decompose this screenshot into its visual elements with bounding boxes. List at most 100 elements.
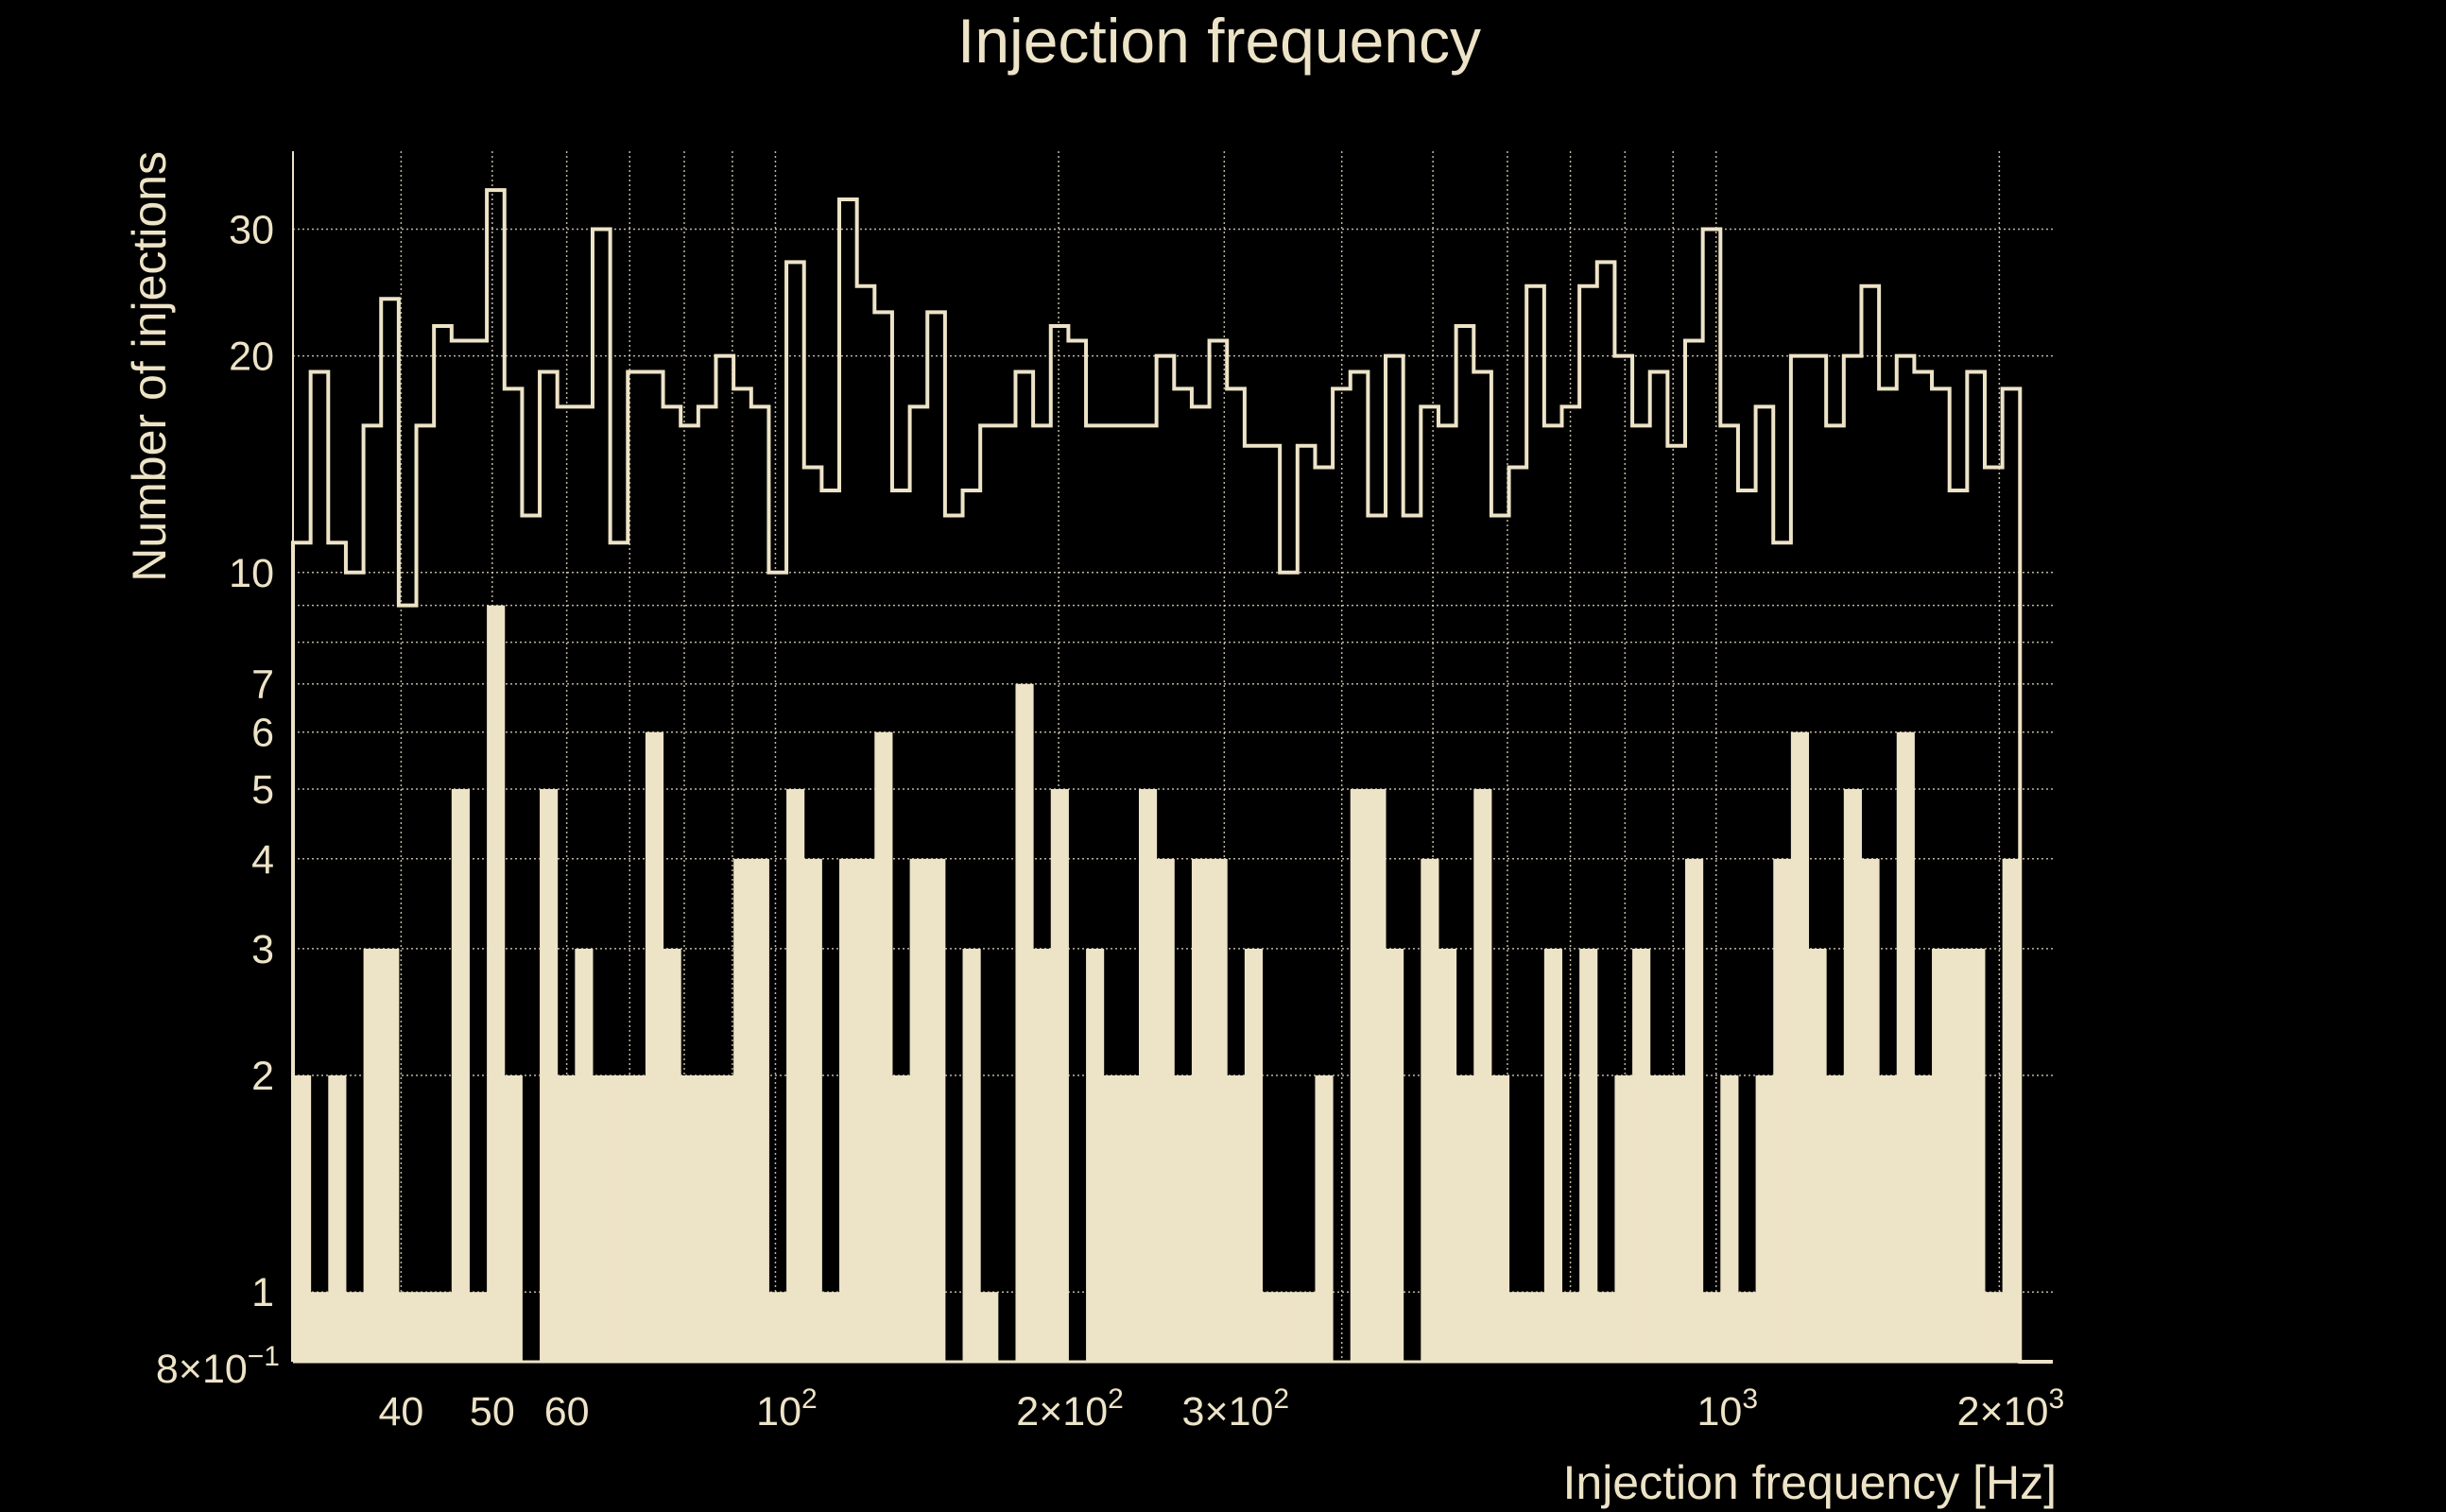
outline-histogram-step-line xyxy=(291,188,2053,1364)
histogram-bar xyxy=(434,1292,453,1362)
histogram-bar xyxy=(1879,1074,1898,1362)
histogram-bar xyxy=(1949,948,1968,1362)
histogram-bar xyxy=(416,1292,435,1362)
tick-label-exponent: 3 xyxy=(1742,1383,1758,1415)
histogram-bar xyxy=(487,605,506,1362)
histogram-bar xyxy=(1720,1074,1739,1362)
histogram-bar xyxy=(1685,858,1704,1362)
histogram-bar xyxy=(1138,788,1158,1362)
x-tick-label: 102 xyxy=(756,1383,818,1435)
x-axis-label: Injection frequency [Hz] xyxy=(1563,1456,2058,1509)
x-tick-label: 3×102 xyxy=(1182,1383,1290,1435)
tick-label-text: 8×10 xyxy=(156,1347,248,1392)
histogram-bar xyxy=(927,858,946,1362)
histogram-bar xyxy=(628,1074,646,1362)
histogram-bar xyxy=(557,1074,576,1362)
tick-label-text: 7 xyxy=(251,662,274,708)
histogram-bar xyxy=(663,948,681,1362)
histogram-bar xyxy=(1280,1292,1299,1362)
histogram-bar xyxy=(1174,1074,1193,1362)
histogram-bar xyxy=(1561,1292,1580,1362)
tick-label-text: 1 xyxy=(251,1270,274,1315)
tick-label-text: 10 xyxy=(756,1389,801,1435)
histogram-bar xyxy=(1473,788,1492,1362)
histogram-bar xyxy=(1826,1074,1845,1362)
x-tick-labels: 40 50 60 102 2×102 3×102 103 2×103 xyxy=(378,1383,2064,1435)
histogram-bar xyxy=(1984,1292,2004,1362)
tick-label-text: 20 xyxy=(229,335,274,380)
histogram-bar xyxy=(962,948,981,1362)
histogram-bar xyxy=(2002,858,2021,1362)
histogram-bar xyxy=(768,1292,787,1362)
x-tick-label: 60 xyxy=(544,1389,590,1435)
histogram-bar xyxy=(1843,788,1862,1362)
histogram-bar xyxy=(1456,1074,1474,1362)
chart-title: Injection frequency xyxy=(957,6,1481,76)
histogram-bar xyxy=(1033,948,1052,1362)
y-tick-label: 3 xyxy=(251,927,274,972)
histogram-bar xyxy=(874,731,893,1362)
tick-label-text: 3 xyxy=(251,927,274,972)
histogram-bar xyxy=(1368,788,1387,1362)
histogram-bar xyxy=(1932,948,1951,1362)
histogram-bar xyxy=(504,1074,523,1362)
histogram-bar xyxy=(715,1074,734,1362)
histogram-bar xyxy=(575,948,594,1362)
histogram-bar xyxy=(1086,948,1105,1362)
tick-label-text: 2 xyxy=(251,1054,274,1099)
histogram-bar xyxy=(381,948,400,1362)
tick-label-text: 4 xyxy=(251,837,274,883)
tick-label-text: 2×10 xyxy=(1016,1389,1108,1435)
tick-label-text: 2×10 xyxy=(1957,1389,2049,1435)
histogram-bar xyxy=(469,1292,488,1362)
tick-label-text: 3×10 xyxy=(1182,1389,1274,1435)
histogram-bar xyxy=(1896,731,1915,1362)
histogram-bar xyxy=(1543,948,1562,1362)
y-tick-label: 20 xyxy=(229,335,274,380)
histogram-bar xyxy=(1227,1074,1246,1362)
histogram-bar xyxy=(345,1292,365,1362)
histogram-bar xyxy=(1438,948,1457,1362)
histogram-bar xyxy=(1579,948,1598,1362)
histogram-bar xyxy=(1914,1074,1933,1362)
histogram-bar xyxy=(1790,731,1810,1362)
histogram-bar xyxy=(680,1074,699,1362)
tick-label-text: 10 xyxy=(1697,1389,1742,1435)
histogram-bar xyxy=(363,948,382,1362)
histogram-bar xyxy=(1156,858,1175,1362)
histogram-bar xyxy=(1015,683,1034,1362)
histogram-bar xyxy=(1702,1292,1721,1362)
x-tick-label: 50 xyxy=(470,1389,515,1435)
tick-label-exponent: 2 xyxy=(801,1383,818,1415)
histogram-bar xyxy=(839,858,858,1362)
histogram-bar xyxy=(803,858,822,1362)
axes xyxy=(292,151,2053,1364)
histogram-bar xyxy=(1262,1292,1281,1362)
histogram-bar xyxy=(645,731,664,1362)
histogram-bar xyxy=(698,1074,716,1362)
y-tick-label: 30 xyxy=(229,207,274,252)
histogram-bar xyxy=(786,788,805,1362)
histogram-bar xyxy=(1737,1292,1757,1362)
histogram-bar xyxy=(1667,1074,1686,1362)
histogram-bar xyxy=(1508,1292,1527,1362)
y-tick-label: 6 xyxy=(251,711,274,756)
histogram-bar xyxy=(1209,858,1228,1362)
x-tick-label: 2×102 xyxy=(1016,1383,1124,1435)
histogram-bar xyxy=(733,858,752,1362)
histogram-bar xyxy=(1050,788,1069,1362)
histogram-bar xyxy=(891,1074,911,1362)
tick-label-exponent: −1 xyxy=(248,1341,280,1372)
histogram-bar xyxy=(1421,858,1439,1362)
tick-label-exponent: 2 xyxy=(1108,1383,1124,1415)
histogram-bar xyxy=(821,1292,840,1362)
histogram-bar xyxy=(1773,858,1792,1362)
histogram-bar xyxy=(1121,1074,1140,1362)
y-tick-label: 1 xyxy=(251,1270,274,1315)
histogram-bar xyxy=(328,1074,347,1362)
tick-label-text: 10 xyxy=(229,551,274,596)
tick-label-text: 50 xyxy=(470,1389,515,1435)
histogram-bar xyxy=(1755,1074,1774,1362)
y-tick-label: 7 xyxy=(251,662,274,708)
